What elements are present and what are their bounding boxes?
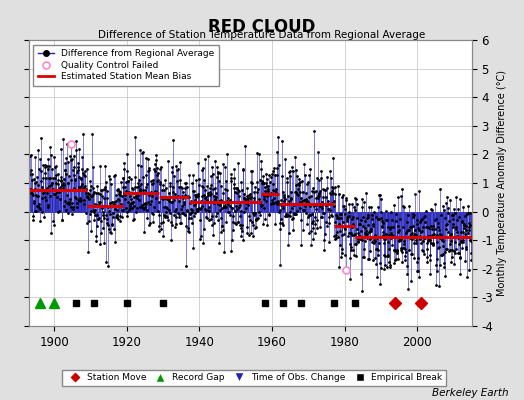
Text: Berkeley Earth: Berkeley Earth: [432, 388, 508, 398]
Legend: Difference from Regional Average, Quality Control Failed, Estimated Station Mean: Difference from Regional Average, Qualit…: [34, 44, 219, 86]
Legend: Station Move, Record Gap, Time of Obs. Change, Empirical Break: Station Move, Record Gap, Time of Obs. C…: [62, 370, 446, 386]
Text: RED CLOUD: RED CLOUD: [209, 18, 315, 36]
Text: Difference of Station Temperature Data from Regional Average: Difference of Station Temperature Data f…: [99, 30, 425, 40]
Y-axis label: Monthly Temperature Anomaly Difference (°C): Monthly Temperature Anomaly Difference (…: [497, 70, 507, 296]
